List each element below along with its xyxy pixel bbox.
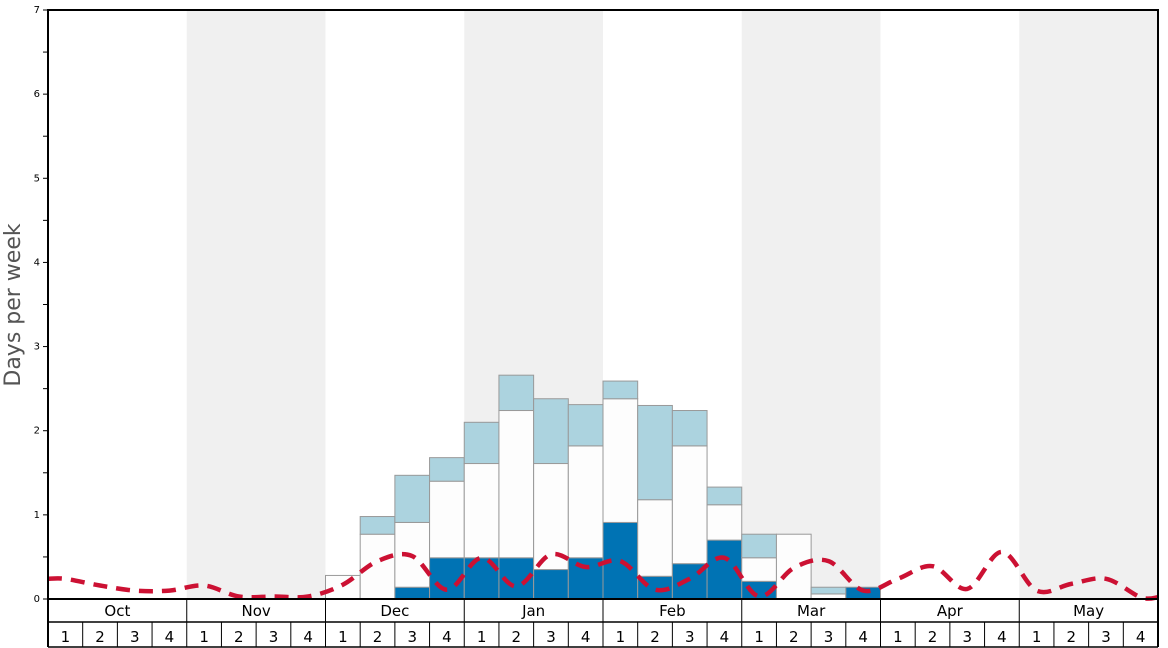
- y-axis-title: Days per week: [1, 223, 26, 386]
- week-label-nov-3: 3: [269, 628, 279, 646]
- week-label-dec-2: 2: [373, 628, 383, 646]
- week-label-apr-2: 2: [928, 628, 938, 646]
- y-tick-label-5: 5: [34, 173, 40, 184]
- month-label-nov: Nov: [241, 602, 270, 620]
- week-label-nov-4: 4: [303, 628, 313, 646]
- week-label-dec-1: 1: [338, 628, 348, 646]
- bar-white-week-22: [775, 533, 812, 600]
- bar-white-week-17: [602, 398, 639, 523]
- week-label-jan-2: 2: [512, 628, 522, 646]
- week-label-feb-3: 3: [685, 628, 695, 646]
- week-label-mar-2: 2: [789, 628, 799, 646]
- week-label-jan-1: 1: [477, 628, 487, 646]
- week-label-oct-2: 2: [95, 628, 105, 646]
- bar-white-week-16: [567, 445, 604, 559]
- bar-light-week-16: [567, 404, 604, 447]
- y-tick-label-6: 6: [34, 89, 40, 100]
- week-label-dec-4: 4: [442, 628, 452, 646]
- week-label-jan-4: 4: [581, 628, 591, 646]
- bar-light-week-17: [602, 380, 639, 400]
- bar-light-week-14: [498, 374, 535, 412]
- bar-white-week-12: [429, 480, 465, 559]
- labels: Days per week: [1, 223, 26, 386]
- y-tick-label-1: 1: [34, 510, 40, 521]
- week-label-oct-1: 1: [61, 628, 71, 646]
- bar-light-week-10: [359, 516, 396, 535]
- bar-white-week-20: [706, 504, 743, 541]
- month-shade-mar: [741, 10, 881, 599]
- bar-dark-week-16: [567, 557, 604, 600]
- week-label-mar-4: 4: [858, 628, 868, 646]
- month-label-oct: Oct: [104, 602, 130, 620]
- month-label-mar: Mar: [797, 602, 826, 620]
- week-label-apr-4: 4: [997, 628, 1007, 646]
- month-label-jan: Jan: [521, 602, 545, 620]
- trend-line-path: [47, 549, 1159, 601]
- week-label-jan-3: 3: [546, 628, 556, 646]
- week-label-feb-1: 1: [616, 628, 626, 646]
- month-label-dec: Dec: [380, 602, 409, 620]
- bar-dark-week-11: [394, 586, 431, 600]
- week-label-may-4: 4: [1136, 628, 1146, 646]
- bar-light-week-11: [394, 474, 431, 523]
- month-label-may: May: [1073, 602, 1104, 620]
- bar-light-week-23: [810, 586, 847, 595]
- month-label-apr: Apr: [937, 602, 964, 620]
- bar-white-week-18: [637, 499, 673, 577]
- bar-light-week-19: [671, 410, 708, 447]
- week-label-feb-4: 4: [720, 628, 730, 646]
- week-label-oct-3: 3: [130, 628, 140, 646]
- bar-light-week-20: [706, 486, 743, 506]
- y-tick-label-3: 3: [34, 342, 40, 353]
- bar-white-week-13: [463, 463, 500, 559]
- bar-white-week-15: [533, 463, 569, 571]
- month-shading: [186, 10, 1158, 599]
- bar-dark-week-15: [533, 569, 569, 600]
- bar-white-week-21: [741, 557, 777, 582]
- week-label-nov-1: 1: [199, 628, 209, 646]
- y-tick-label-0: 0: [34, 594, 40, 605]
- bar-light-week-13: [463, 421, 500, 465]
- month-label-feb: Feb: [659, 602, 686, 620]
- y-tick-label-4: 4: [34, 257, 40, 268]
- y-tick-label-2: 2: [34, 426, 40, 437]
- bar-light-week-21: [741, 533, 777, 559]
- week-label-mar-3: 3: [824, 628, 834, 646]
- week-label-may-3: 3: [1101, 628, 1111, 646]
- month-shade-nov: [186, 10, 326, 599]
- bar-light-week-12: [429, 457, 465, 482]
- week-label-dec-3: 3: [407, 628, 417, 646]
- week-label-oct-4: 4: [165, 628, 175, 646]
- y-tick-label-7: 7: [34, 5, 40, 16]
- bar-white-week-14: [498, 410, 535, 559]
- week-label-nov-2: 2: [234, 628, 244, 646]
- week-label-mar-1: 1: [754, 628, 764, 646]
- week-label-apr-3: 3: [962, 628, 972, 646]
- week-label-may-2: 2: [1067, 628, 1077, 646]
- bar-white-week-9: [325, 574, 361, 600]
- bar-white-week-19: [671, 445, 708, 565]
- bar-light-week-15: [533, 398, 569, 465]
- bar-light-week-18: [637, 404, 673, 501]
- axes: 0 1 2 3 4 5 6 7 Oct 1 2 3 4 Nov 1 2 3 4 Dec 1 2 3 4 Jan 1 2 3 4 Feb 1…: [34, 5, 1159, 648]
- month-shade-may: [1019, 10, 1158, 599]
- week-label-may-1: 1: [1032, 628, 1042, 646]
- trend-line: [47, 549, 1159, 601]
- week-label-apr-1: 1: [893, 628, 903, 646]
- bars: [325, 374, 881, 600]
- week-label-feb-2: 2: [650, 628, 660, 646]
